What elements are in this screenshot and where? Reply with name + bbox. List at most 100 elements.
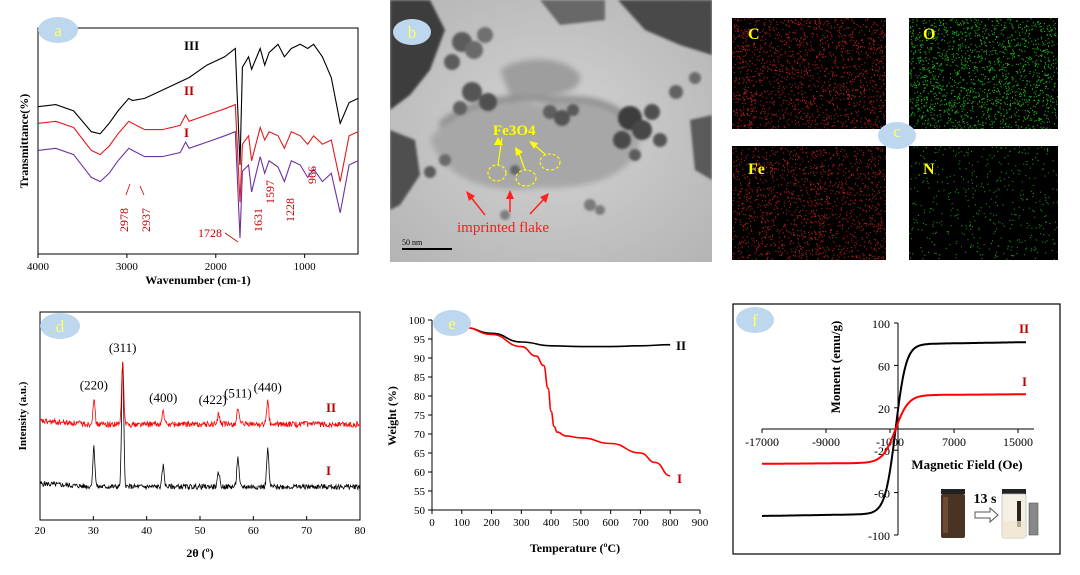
vsm-series-I: [762, 393, 1026, 465]
ann-1631: 1631: [251, 208, 265, 232]
panel-letter-d: d: [56, 317, 65, 336]
vsm-chart: -17000 -9000 -1000 7000 15000-100-602060100-…: [732, 303, 1061, 555]
x-tick-label: 300: [513, 517, 530, 529]
y-tick-label: 80: [414, 391, 426, 403]
x-tick-label: 70: [301, 525, 313, 537]
tga-x-label: Temperature (ºC): [530, 541, 620, 555]
y-tick-label: 85: [414, 372, 426, 384]
panel-badge-c: c: [878, 122, 916, 149]
xrd-peak-label: (400): [149, 390, 177, 405]
eds-map-c: [732, 18, 886, 129]
eds-label-fe: Fe: [748, 161, 765, 178]
x-tick-label: 50: [195, 525, 207, 537]
panel-letter-b: b: [408, 23, 417, 42]
ftir-x-ticks: 4000 3000 2000 1000: [27, 254, 316, 273]
ftir-label-II: II: [184, 83, 194, 98]
x-tick-label: 2000: [205, 261, 228, 273]
xrd-peak-label: (440): [254, 379, 282, 394]
ann-1728: 1728: [198, 226, 222, 240]
ftir-series-III: [37, 43, 359, 166]
tem-flake-label: imprinted flake: [457, 220, 549, 236]
x-tick-label: 1000: [294, 261, 317, 273]
y-tick-label: 70: [414, 429, 426, 441]
xrd-plot-frame: [39, 311, 361, 521]
x-tick-label: 500: [573, 517, 590, 529]
y-tick-label: 65: [414, 448, 426, 460]
ann-2978: 2978: [117, 208, 131, 232]
x-tick-label: 3000: [116, 261, 139, 273]
eds-map-o: [909, 18, 1058, 129]
y-tick-label: -100: [868, 529, 890, 543]
vsm-label-II: II: [1019, 321, 1029, 336]
vial-cap: [941, 489, 965, 494]
ann-966: 966: [305, 166, 319, 184]
eds-label-n: N: [923, 161, 935, 178]
y-tick-label: 75: [414, 410, 426, 422]
xrd-series-II: [39, 362, 361, 429]
xrd-peak-label: (511): [224, 386, 252, 401]
y-tick-label: 55: [414, 486, 426, 498]
vsm-y-label: Moment (emu/g): [828, 321, 843, 414]
vial-highlight: [943, 497, 948, 533]
y-tick-label: 95: [414, 334, 426, 346]
vsm-curves: [761, 341, 1026, 517]
ann-leader: [125, 183, 131, 196]
x-tick-label: -17000: [745, 435, 779, 449]
eds-map-background: [909, 146, 1058, 260]
panel-badge-e: [433, 310, 471, 336]
panel-badge-a: [38, 17, 78, 43]
tga-series-II: [464, 326, 671, 348]
ftir-x-label: Wavenumber (cm-1): [145, 273, 250, 287]
arrow-icon: [974, 506, 999, 524]
x-tick-label: 700: [632, 517, 649, 529]
ann-1597: 1597: [263, 180, 277, 204]
xrd-peak-label: (422): [199, 392, 227, 407]
x-tick-label: 100: [454, 517, 471, 529]
xrd-label-II: II: [326, 400, 336, 415]
tga-label-I: I: [677, 471, 682, 486]
x-tick-label: 900: [692, 517, 709, 529]
vial-cap: [1002, 489, 1026, 494]
ann-leader: [139, 185, 145, 196]
x-tick-label: 7000: [942, 435, 966, 449]
tga-label-II: II: [676, 338, 686, 353]
panel-letter-a: a: [54, 21, 62, 40]
xrd-peak-label: (220): [80, 377, 108, 392]
inset-time-label: 13 s: [974, 492, 998, 507]
panel-letter-e: e: [448, 314, 456, 333]
fe3o4-marker: [539, 153, 561, 171]
panel-letter-c: c: [893, 122, 901, 141]
ann-leader: [224, 232, 239, 243]
ftir-label-I: I: [184, 125, 189, 140]
ftir-y-label: Transmittance(%): [17, 94, 31, 188]
y-tick-label: -20: [874, 444, 890, 458]
x-tick-label: 15000: [1003, 435, 1033, 449]
panel-badge-f: [736, 307, 774, 333]
xrd-series-I: [39, 361, 361, 491]
x-tick-label: 80: [355, 525, 367, 537]
xrd-curves: [39, 361, 361, 491]
x-tick-label: 800: [662, 517, 679, 529]
xrd-chart: 20 30 40 50 60 70 80 (220) (311) (400) (422)(511)…: [17, 311, 367, 560]
vsm-label-I: I: [1022, 374, 1027, 389]
ann-1228: 1228: [283, 198, 297, 222]
y-tick-label: 90: [414, 353, 426, 365]
eds-signal-dots: [909, 18, 1058, 129]
tem-image: Fe3O4 imprinted flake 50 nm b: [390, 0, 712, 262]
tga-curves: [464, 326, 671, 477]
ftir-chart: 4000 3000 2000 1000 Wavenumber (cm-1) Trans…: [17, 17, 359, 287]
panel-badge-b: [393, 19, 431, 45]
tem-fe3o4-markers: [487, 137, 561, 187]
scale-bar-label: 50 nm: [402, 238, 423, 247]
y-tick-label: -60: [874, 487, 890, 501]
tga-chart: 0 100 200 300 400 500 600 700 800 900 50 55 60 65 70 75…: [385, 310, 709, 555]
x-tick-label: 30: [88, 525, 100, 537]
eds-map-fe: [732, 146, 886, 260]
ann-2937: 2937: [139, 208, 153, 232]
y-tick-label: 100: [409, 315, 426, 327]
x-tick-label: 400: [543, 517, 560, 529]
ftir-label-III: III: [184, 38, 199, 53]
xrd-peak-labels: (220) (311) (400) (422)(511) (440): [80, 340, 282, 407]
x-tick-label: 20: [35, 525, 47, 537]
y-tick-label: 60: [878, 359, 890, 373]
